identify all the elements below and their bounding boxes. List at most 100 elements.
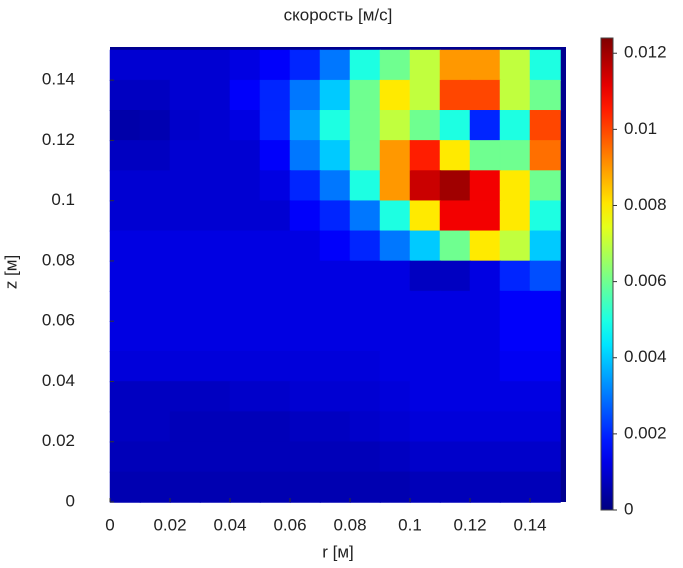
heat-cell bbox=[499, 290, 531, 322]
heat-cell bbox=[109, 110, 141, 142]
heat-cell bbox=[379, 79, 411, 112]
heat-cell bbox=[349, 230, 381, 262]
heat-cell bbox=[259, 79, 291, 112]
heat-cell bbox=[109, 140, 141, 172]
heat-cell bbox=[289, 79, 321, 112]
heat-cell bbox=[229, 110, 261, 142]
heat-cell bbox=[109, 351, 141, 383]
heat-cell bbox=[229, 49, 261, 81]
heat-cell bbox=[469, 320, 501, 353]
heat-cell bbox=[319, 471, 351, 503]
heat-cell bbox=[439, 471, 471, 503]
heat-cell bbox=[139, 471, 171, 503]
heat-cell bbox=[139, 411, 171, 443]
heat-cell bbox=[289, 49, 321, 81]
heat-cell bbox=[289, 441, 321, 473]
heat-cell bbox=[439, 110, 471, 142]
heat-cell bbox=[319, 260, 351, 292]
heat-cell bbox=[169, 441, 201, 473]
heat-cell bbox=[139, 260, 171, 292]
heat-cell bbox=[349, 140, 381, 172]
heat-cell bbox=[199, 411, 231, 443]
heat-cell bbox=[529, 110, 561, 142]
heat-cell bbox=[289, 230, 321, 262]
heat-cell bbox=[379, 471, 411, 503]
x-tick-label: 0.1 bbox=[398, 515, 422, 534]
heat-cell bbox=[379, 351, 411, 383]
heat-cell bbox=[529, 49, 561, 81]
heat-cell bbox=[409, 351, 441, 383]
heat-cell bbox=[469, 140, 501, 172]
heat-cell bbox=[529, 170, 561, 202]
heat-cell bbox=[259, 230, 291, 262]
heat-cell bbox=[109, 200, 141, 232]
heat-cell bbox=[409, 200, 441, 232]
heat-cell bbox=[379, 290, 411, 322]
colorbar-tick-label: 0.004 bbox=[624, 347, 667, 366]
heat-cell bbox=[469, 411, 501, 443]
heat-cell bbox=[409, 260, 441, 292]
heat-cell bbox=[439, 260, 471, 292]
heat-cell bbox=[409, 441, 441, 473]
heat-cell bbox=[169, 200, 201, 232]
heat-cell bbox=[529, 260, 561, 292]
heat-cell bbox=[319, 441, 351, 473]
heat-cell bbox=[319, 290, 351, 322]
heat-cell bbox=[349, 170, 381, 202]
x-tick-label: 0.04 bbox=[213, 515, 246, 534]
heat-cell bbox=[139, 320, 171, 353]
heat-cell bbox=[349, 290, 381, 322]
heat-cell bbox=[259, 170, 291, 202]
y-tick-label: 0.14 bbox=[42, 70, 75, 89]
heat-cell bbox=[499, 200, 531, 232]
heat-cell bbox=[379, 110, 411, 142]
heat-cell bbox=[169, 320, 201, 353]
heat-cell bbox=[319, 49, 351, 81]
heat-cell bbox=[439, 411, 471, 443]
heat-cell bbox=[319, 79, 351, 112]
heat-cell bbox=[139, 110, 171, 142]
heat-cell bbox=[499, 79, 531, 112]
heat-cell bbox=[169, 290, 201, 322]
heat-cell bbox=[199, 471, 231, 503]
heat-cell bbox=[259, 351, 291, 383]
heat-cell bbox=[319, 110, 351, 142]
heat-cell bbox=[199, 140, 231, 172]
heat-cell bbox=[109, 49, 141, 81]
x-tick-label: 0.12 bbox=[453, 515, 486, 534]
heat-cell bbox=[409, 140, 441, 172]
heat-cell bbox=[379, 200, 411, 232]
heat-cell bbox=[409, 49, 441, 81]
colorbar-tick-label: 0.01 bbox=[624, 119, 657, 138]
heat-cell bbox=[439, 441, 471, 473]
heat-cell bbox=[469, 49, 501, 81]
heat-cell bbox=[499, 110, 531, 142]
heat-cell bbox=[379, 441, 411, 473]
heat-cell bbox=[139, 170, 171, 202]
heat-cell bbox=[499, 441, 531, 473]
heat-cell bbox=[259, 200, 291, 232]
heat-cell bbox=[319, 230, 351, 262]
heat-cell bbox=[319, 200, 351, 232]
heat-cell bbox=[139, 49, 171, 81]
heat-cell bbox=[499, 260, 531, 292]
x-tick-label: 0.06 bbox=[273, 515, 306, 534]
heat-cell bbox=[469, 230, 501, 262]
heat-cell bbox=[319, 381, 351, 413]
heat-cell bbox=[229, 230, 261, 262]
y-tick-label: 0.08 bbox=[42, 250, 75, 269]
heat-cell bbox=[529, 411, 561, 443]
heat-cell bbox=[499, 230, 531, 262]
heat-cell bbox=[169, 170, 201, 202]
heat-cell bbox=[349, 260, 381, 292]
heat-cell bbox=[349, 411, 381, 443]
heat-cell bbox=[199, 170, 231, 202]
heat-cell bbox=[109, 471, 141, 503]
heat-cell bbox=[499, 411, 531, 443]
heat-cell bbox=[439, 290, 471, 322]
heat-cell bbox=[259, 49, 291, 81]
heat-cell bbox=[439, 140, 471, 172]
heat-cell bbox=[409, 320, 441, 353]
heat-cell bbox=[169, 230, 201, 262]
